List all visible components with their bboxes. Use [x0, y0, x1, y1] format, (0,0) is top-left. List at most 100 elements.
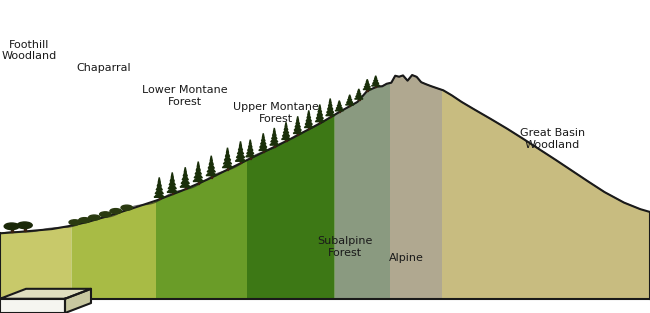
- Polygon shape: [375, 86, 376, 87]
- Polygon shape: [364, 84, 370, 87]
- Text: Subalpine
Forest: Subalpine Forest: [317, 236, 372, 258]
- Polygon shape: [285, 122, 287, 127]
- Polygon shape: [283, 132, 289, 136]
- Polygon shape: [157, 181, 161, 186]
- Polygon shape: [210, 156, 213, 161]
- Polygon shape: [297, 133, 298, 135]
- Polygon shape: [274, 128, 275, 132]
- Circle shape: [17, 222, 32, 228]
- Polygon shape: [195, 169, 202, 174]
- Polygon shape: [250, 140, 251, 144]
- Polygon shape: [297, 116, 298, 121]
- Circle shape: [110, 208, 122, 213]
- Polygon shape: [170, 176, 174, 181]
- Circle shape: [69, 220, 81, 225]
- Polygon shape: [226, 148, 229, 153]
- Text: Great Basin
Woodland: Great Basin Woodland: [520, 128, 585, 150]
- Polygon shape: [224, 155, 231, 160]
- Polygon shape: [209, 159, 213, 165]
- Polygon shape: [374, 76, 377, 79]
- Polygon shape: [363, 86, 371, 90]
- Polygon shape: [172, 192, 173, 194]
- Polygon shape: [442, 90, 650, 299]
- Polygon shape: [355, 96, 363, 99]
- Polygon shape: [346, 100, 353, 103]
- Polygon shape: [194, 173, 202, 178]
- Polygon shape: [169, 180, 176, 185]
- Polygon shape: [271, 137, 278, 142]
- Polygon shape: [304, 123, 313, 127]
- Polygon shape: [328, 102, 332, 106]
- Polygon shape: [0, 289, 91, 299]
- Text: Lower Montane
Forest: Lower Montane Forest: [142, 85, 228, 107]
- Polygon shape: [168, 183, 176, 189]
- Polygon shape: [193, 176, 203, 182]
- Polygon shape: [319, 122, 320, 123]
- Polygon shape: [296, 120, 300, 124]
- Text: Alpine: Alpine: [389, 253, 424, 263]
- Polygon shape: [235, 156, 246, 161]
- Polygon shape: [182, 175, 188, 180]
- Polygon shape: [317, 114, 323, 118]
- Polygon shape: [335, 108, 343, 111]
- Polygon shape: [295, 123, 300, 127]
- Polygon shape: [247, 115, 335, 299]
- Polygon shape: [65, 289, 91, 313]
- Polygon shape: [208, 163, 214, 168]
- Polygon shape: [158, 177, 161, 182]
- Polygon shape: [248, 146, 253, 151]
- Polygon shape: [336, 105, 343, 108]
- Polygon shape: [10, 229, 13, 233]
- Polygon shape: [171, 172, 174, 177]
- Polygon shape: [226, 151, 229, 156]
- Polygon shape: [72, 201, 156, 299]
- Circle shape: [4, 223, 20, 230]
- Polygon shape: [293, 129, 302, 133]
- Polygon shape: [185, 187, 186, 189]
- Polygon shape: [237, 149, 244, 154]
- Polygon shape: [237, 152, 244, 157]
- Polygon shape: [272, 131, 276, 136]
- Polygon shape: [184, 167, 187, 172]
- Polygon shape: [246, 152, 255, 157]
- Polygon shape: [358, 89, 360, 92]
- Polygon shape: [155, 188, 163, 194]
- Polygon shape: [330, 99, 331, 103]
- Circle shape: [79, 218, 90, 223]
- Polygon shape: [156, 160, 247, 299]
- Polygon shape: [224, 159, 231, 164]
- Polygon shape: [346, 102, 354, 105]
- Polygon shape: [356, 94, 362, 97]
- Polygon shape: [390, 75, 442, 299]
- Polygon shape: [308, 110, 309, 115]
- Polygon shape: [248, 143, 252, 147]
- Text: Foothill
Woodland: Foothill Woodland: [1, 40, 57, 61]
- Polygon shape: [328, 105, 333, 109]
- Polygon shape: [318, 108, 322, 112]
- Polygon shape: [274, 145, 275, 147]
- Polygon shape: [261, 136, 265, 141]
- Polygon shape: [281, 135, 291, 139]
- Polygon shape: [0, 225, 72, 299]
- Polygon shape: [319, 105, 320, 109]
- Polygon shape: [259, 146, 268, 151]
- Polygon shape: [240, 161, 241, 163]
- Polygon shape: [317, 111, 322, 115]
- Polygon shape: [348, 95, 351, 98]
- Polygon shape: [167, 187, 177, 192]
- Polygon shape: [307, 114, 311, 118]
- Polygon shape: [283, 129, 289, 133]
- Polygon shape: [308, 127, 309, 129]
- Polygon shape: [206, 171, 216, 176]
- Polygon shape: [294, 126, 301, 130]
- Polygon shape: [263, 151, 264, 152]
- Text: Upper Montane
Forest: Upper Montane Forest: [233, 102, 319, 124]
- Polygon shape: [358, 99, 359, 100]
- Polygon shape: [372, 83, 380, 86]
- Polygon shape: [0, 299, 65, 313]
- Polygon shape: [211, 176, 212, 178]
- Polygon shape: [315, 117, 324, 122]
- Polygon shape: [222, 162, 233, 168]
- Polygon shape: [272, 134, 277, 139]
- Polygon shape: [348, 97, 352, 100]
